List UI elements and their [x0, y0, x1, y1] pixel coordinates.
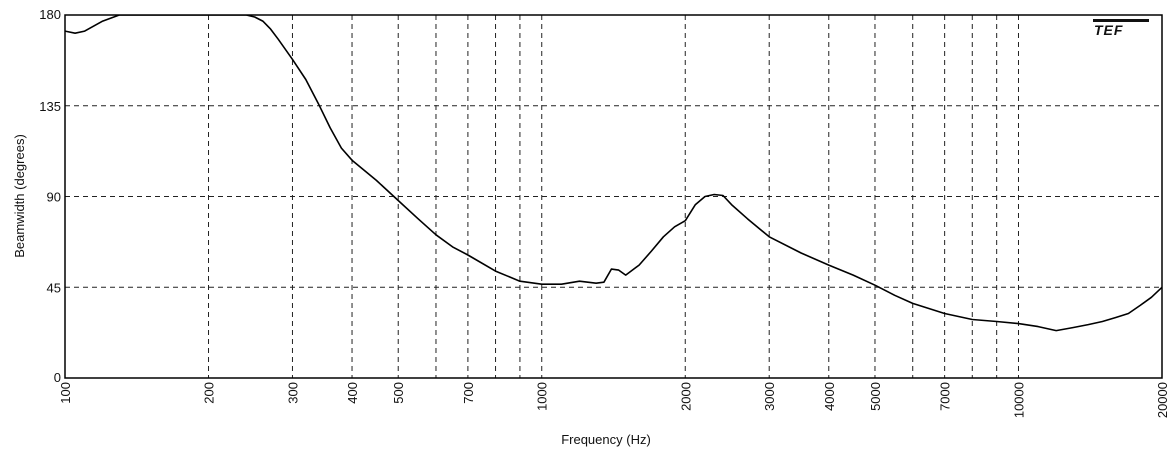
- y-tick-label: 180: [39, 7, 61, 22]
- x-tick-label: 5000: [868, 382, 883, 411]
- y-axis-title: Beamwidth (degrees): [12, 134, 27, 258]
- tef-logo-text: TEF: [1094, 22, 1123, 38]
- x-tick-label: 300: [285, 382, 300, 404]
- x-axis-title: Frequency (Hz): [561, 432, 651, 447]
- plot-frame: [64, 14, 1163, 379]
- y-tick-label: 45: [47, 280, 61, 295]
- x-tick-label: 1000: [535, 382, 550, 411]
- series-layer: [65, 15, 1162, 332]
- x-tick-label: 20000: [1155, 382, 1168, 418]
- x-tick-label: 400: [345, 382, 360, 404]
- x-tick-label: 2000: [678, 382, 693, 411]
- grid-lines: [65, 15, 1162, 378]
- x-tick-label: 3000: [762, 382, 777, 411]
- y-tick-label: 135: [39, 99, 61, 114]
- x-tick-label: 200: [202, 382, 217, 404]
- x-tick-label: 100: [58, 382, 73, 404]
- beamwidth-series-line: [65, 15, 1162, 332]
- y-tick-label: 90: [47, 190, 61, 205]
- x-tick-label: 700: [461, 382, 476, 404]
- y-tick-labels: 0 45 90 135 180: [39, 7, 61, 385]
- x-tick-label: 4000: [822, 382, 837, 411]
- tef-logo: TEF: [1093, 19, 1149, 38]
- x-tick-labels: 100 200 300 400 500 700 1000 2000 3000 4000 5000 70…: [58, 382, 1168, 418]
- x-tick-label: 7000: [938, 382, 953, 411]
- x-tick-label: 10000: [1011, 382, 1026, 418]
- x-tick-label: 500: [391, 382, 406, 404]
- y-tick-label: 0: [54, 370, 61, 385]
